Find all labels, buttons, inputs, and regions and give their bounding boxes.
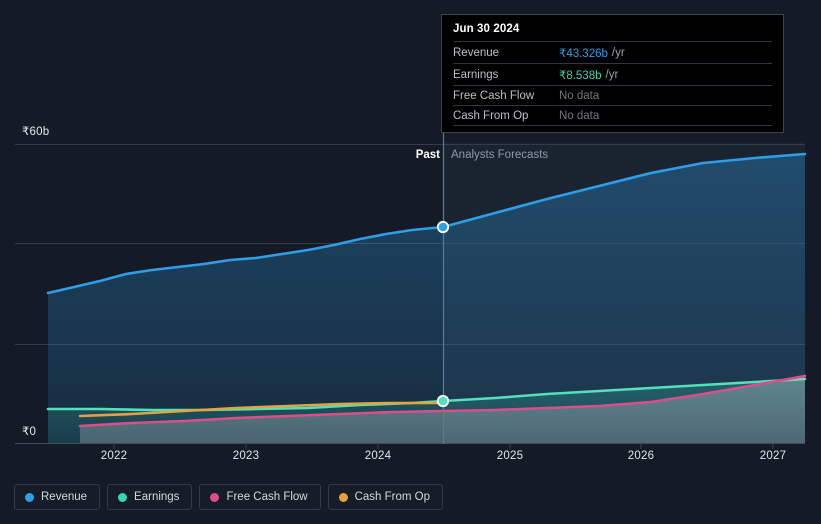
tooltip-value-earnings: ₹8.538b <box>559 69 602 82</box>
legend-item-earnings[interactable]: Earnings <box>107 484 193 510</box>
past-band-label: Past <box>415 149 440 161</box>
legend-label-earnings: Earnings <box>134 491 180 503</box>
x-axis-label-2023: 2023 <box>232 450 260 462</box>
legend: Revenue Earnings Free Cash Flow Cash Fro… <box>14 484 444 510</box>
earnings-marker <box>436 394 450 408</box>
legend-label-cash-from-op: Cash From Op <box>354 491 431 503</box>
tooltip-date: Jun 30 2024 <box>453 23 520 35</box>
tooltip-label-free-cash-flow: Free Cash Flow <box>453 89 535 102</box>
tooltip-row-free-cash-flow: Free Cash Flow No data <box>453 85 772 105</box>
legend-label-revenue: Revenue <box>41 491 88 503</box>
tooltip-unit-earnings: /yr <box>605 68 619 81</box>
legend-dot-revenue <box>25 492 34 502</box>
cash-from-op-line <box>78 401 445 418</box>
x-axis-label-2026: 2026 <box>627 450 655 462</box>
legend-item-free-cash-flow[interactable]: Free Cash Flow <box>199 484 321 510</box>
tooltip-value-free-cash-flow: No data <box>559 89 600 102</box>
x-axis-label-2022: 2022 <box>100 450 128 462</box>
x-axis-label-2024: 2024 <box>364 450 392 462</box>
legend-dot-free-cash-flow <box>210 492 220 502</box>
tooltip-value-revenue: ₹43.326b <box>559 47 608 60</box>
tooltip-row-cash-from-op: Cash From Op No data <box>453 105 772 126</box>
tooltip-row-earnings: Earnings ₹8.538b /yr <box>453 63 772 85</box>
data-tooltip: Jun 30 2024 Revenue ₹43.326b /yr Earning… <box>441 14 784 133</box>
tooltip-value-cash-from-op: No data <box>559 109 600 122</box>
y-axis-label-top: ₹60b <box>22 126 50 138</box>
tooltip-unit-revenue: /yr <box>611 46 625 59</box>
tooltip-label-cash-from-op: Cash From Op <box>453 109 529 122</box>
revenue-line <box>46 152 807 295</box>
legend-item-cash-from-op[interactable]: Cash From Op <box>327 484 444 510</box>
tooltip-label-earnings: Earnings <box>453 68 499 81</box>
revenue-marker <box>436 220 450 234</box>
free-cash-flow-area <box>80 376 805 443</box>
legend-dot-earnings <box>118 492 128 502</box>
forecast-band-label: Analysts Forecasts <box>451 149 549 161</box>
x-axis-label-2027: 2027 <box>759 450 787 462</box>
x-tick-marks <box>113 443 774 449</box>
tooltip-row-revenue: Revenue ₹43.326b /yr <box>453 41 772 63</box>
x-axis-label-2025: 2025 <box>496 450 524 462</box>
legend-dot-cash-from-op <box>338 492 348 502</box>
y-axis-label-bottom: ₹0 <box>22 426 37 438</box>
tooltip-label-revenue: Revenue <box>453 46 500 59</box>
legend-item-revenue[interactable]: Revenue <box>14 484 101 510</box>
legend-label-free-cash-flow: Free Cash Flow <box>226 491 308 503</box>
revenue-area <box>48 154 805 443</box>
